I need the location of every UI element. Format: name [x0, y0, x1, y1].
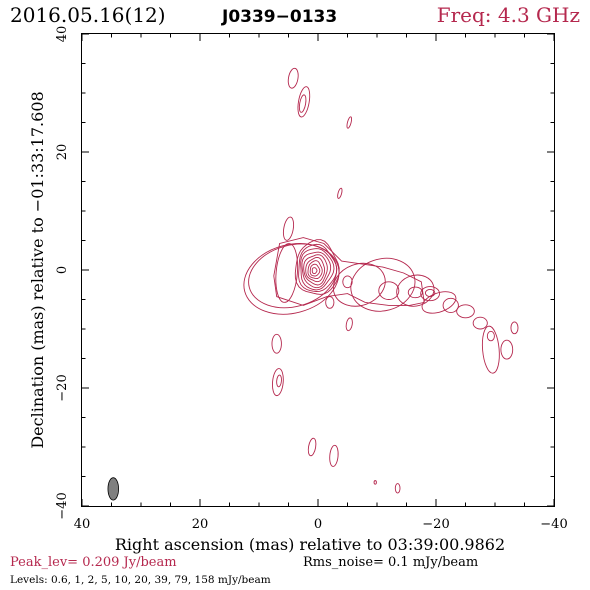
x-tick-label: 40	[74, 517, 91, 532]
x-tick-label: −40	[540, 517, 567, 532]
contour-levels: Levels: 0.6, 1, 2, 5, 10, 20, 39, 79, 15…	[10, 574, 271, 586]
jet-contour	[272, 368, 284, 397]
jet-contour	[332, 262, 386, 307]
plot-frame	[81, 33, 555, 507]
x-axis-label: Right ascension (mas) relative to 03:39:…	[115, 535, 505, 554]
jet-contour	[275, 243, 299, 303]
y-tick-label: 0	[55, 266, 70, 274]
jet-contour	[472, 316, 488, 330]
axis-ticks	[81, 33, 555, 507]
observation-date: 2016.05.16(12)	[10, 3, 166, 27]
jet-contour	[510, 321, 519, 335]
jet-contour	[271, 333, 282, 354]
core-contour	[300, 248, 335, 291]
core-contour	[305, 256, 326, 283]
jet-contour	[243, 243, 340, 315]
jet-outer-contour	[273, 237, 425, 306]
rms-noise: Rms_noise= 0.1 mJy/beam	[303, 555, 478, 570]
jet-contour	[345, 317, 353, 332]
frequency-label: Freq: 4.3 GHz	[437, 3, 580, 27]
x-tick-label: 0	[314, 517, 322, 532]
beam-ellipse	[107, 477, 119, 501]
jet-contour	[373, 480, 377, 485]
y-axis-label: Declination (mas) relative to −01:33:17.…	[28, 91, 47, 448]
jet-contour	[481, 325, 500, 374]
jet-contour	[421, 291, 457, 314]
core-contour	[309, 263, 321, 277]
jet-contour	[342, 275, 353, 289]
jet-contour	[442, 297, 459, 313]
jet-contour	[298, 94, 307, 113]
core-contour	[311, 267, 318, 275]
y-tick-label: 40	[55, 26, 70, 43]
jet-contour	[394, 483, 401, 494]
jet-contour	[350, 257, 416, 312]
jet-contour	[486, 330, 495, 342]
x-tick-labels: 40 20 0 −20 −40	[74, 517, 568, 532]
jet-contour	[456, 304, 475, 319]
core-contour	[301, 251, 332, 289]
peak-level: Peak_lev= 0.209 Jy/beam	[10, 555, 177, 570]
jet-contour	[325, 296, 335, 309]
jet-contour	[346, 116, 353, 129]
jet-contour	[500, 339, 514, 360]
x-tick-label: 20	[192, 517, 209, 532]
jet-contour	[337, 187, 343, 199]
jet-contour	[329, 444, 339, 467]
jet-contour	[307, 437, 317, 457]
core-contour	[303, 254, 328, 286]
jet-contour	[378, 281, 400, 300]
core-contour	[298, 243, 338, 292]
jet-contour	[287, 67, 299, 89]
source-name: J0339−0133	[221, 7, 337, 27]
jet-contour	[396, 274, 435, 307]
jet-contour	[276, 374, 282, 388]
core-contour	[307, 260, 323, 280]
y-tick-labels: −40 −20 0 20 40	[55, 26, 70, 520]
jet-contour	[420, 286, 440, 302]
jet-contour	[297, 86, 311, 118]
jet-contour	[407, 286, 423, 299]
jet-contour	[282, 216, 295, 241]
y-tick-label: −20	[55, 374, 70, 401]
contour-lines	[243, 67, 519, 494]
x-tick-label: −20	[422, 517, 449, 532]
core-contour	[294, 239, 340, 295]
y-tick-label: −40	[55, 492, 70, 519]
y-tick-label: 20	[55, 144, 70, 161]
